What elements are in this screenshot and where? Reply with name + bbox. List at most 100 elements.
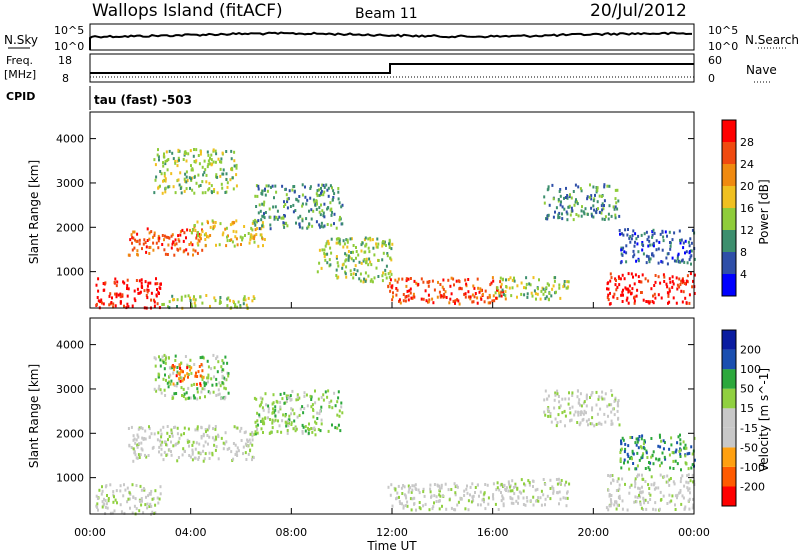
- scatter-cell: [288, 189, 291, 193]
- scatter-cell: [148, 435, 151, 439]
- scatter-cell: [219, 167, 222, 171]
- scatter-cell: [113, 495, 115, 499]
- scatter-cell: [123, 304, 125, 308]
- scatter-cell: [307, 225, 310, 229]
- scatter-cell: [407, 484, 410, 488]
- scatter-cell: [456, 485, 459, 489]
- scatter-cell: [203, 159, 206, 163]
- scatter-cell: [617, 399, 620, 403]
- scatter-cell: [302, 411, 305, 415]
- scatter-cell: [191, 168, 194, 172]
- scatter-cell: [233, 150, 236, 154]
- scatter-cell: [346, 245, 349, 249]
- scatter-cell: [171, 294, 174, 298]
- scatter-cell: [214, 160, 217, 164]
- scatter-cell: [672, 282, 675, 286]
- scatter-cell: [197, 154, 200, 157]
- scatter-cell: [154, 511, 157, 515]
- scatter-cell: [129, 238, 132, 242]
- scatter-cell: [305, 393, 308, 397]
- scatter-cell: [391, 504, 394, 508]
- scatter-cell: [339, 215, 341, 219]
- scatter-cell: [97, 277, 100, 281]
- scatter-cell: [323, 248, 326, 252]
- scatter-cell: [686, 274, 689, 278]
- scatter-cell: [552, 491, 555, 495]
- scatter-cell: [361, 241, 364, 245]
- scatter-cell: [141, 436, 144, 440]
- scatter-cell: [246, 444, 249, 448]
- scatter-cell: [229, 178, 232, 182]
- scatter-cell: [652, 301, 655, 305]
- scatter-cell: [262, 203, 265, 207]
- scatter-cell: [190, 177, 192, 181]
- scatter-cell: [640, 280, 643, 284]
- scatter-cell: [627, 454, 630, 458]
- scatter-cell: [283, 205, 285, 208]
- scatter-cell: [650, 437, 653, 440]
- scatter-cell: [225, 150, 228, 153]
- scatter-cell: [140, 278, 143, 282]
- scatter-cell: [659, 232, 662, 236]
- scatter-cell: [340, 401, 343, 405]
- scatter-cell: [212, 390, 215, 394]
- scatter-cell: [134, 299, 137, 303]
- scatter-cell: [405, 279, 408, 283]
- scatter-cell: [667, 252, 670, 256]
- scatter-cell: [455, 279, 458, 283]
- scatter-cell: [293, 419, 296, 423]
- scatter-cell: [677, 260, 680, 264]
- scatter-cell: [467, 499, 470, 503]
- scatter-cell: [337, 187, 340, 190]
- scatter-cell: [100, 298, 103, 302]
- scatter-cell: [626, 287, 629, 291]
- scatter-cell: [685, 282, 687, 286]
- scatter-cell: [480, 297, 483, 301]
- scatter-cell: [112, 490, 115, 494]
- scatter-cell: [607, 414, 609, 418]
- scatter-cell: [472, 300, 475, 304]
- scatter-cell: [579, 392, 582, 396]
- scatter-cell: [219, 174, 222, 178]
- scatter-cell: [634, 485, 637, 489]
- scatter-cell: [341, 266, 344, 270]
- scatter-cell: [554, 210, 556, 214]
- scatter-cell: [491, 299, 494, 303]
- scatter-cell: [153, 304, 156, 308]
- scatter-cell: [337, 390, 340, 394]
- scatter-cell: [679, 442, 682, 446]
- scatter-cell: [156, 288, 158, 291]
- scatter-cell: [193, 363, 196, 366]
- scatter-cell: [583, 212, 586, 216]
- scatter-cell: [387, 284, 390, 288]
- scatter-cell: [167, 385, 170, 389]
- scatter-cell: [395, 293, 398, 297]
- nave-tick-low: 0: [708, 72, 715, 85]
- scatter-cell: [159, 364, 162, 368]
- scatter-cell: [587, 418, 590, 422]
- scatter-cell: [147, 281, 150, 285]
- scatter-cell: [197, 173, 200, 177]
- scatter-cell: [227, 391, 230, 395]
- scatter-cell: [683, 282, 686, 285]
- scatter-cell: [458, 302, 461, 306]
- scatter-cell: [678, 285, 681, 289]
- scatter-cell: [600, 211, 603, 215]
- scatter-cell: [197, 238, 200, 242]
- scatter-cell: [97, 289, 100, 293]
- scatter-cell: [168, 185, 171, 189]
- scatter-cell: [102, 503, 105, 507]
- scatter-cell: [652, 241, 655, 245]
- scatter-cell: [167, 305, 169, 309]
- scatter-cell: [484, 483, 487, 486]
- scatter-cell: [552, 197, 555, 201]
- scatter-cell: [400, 486, 403, 490]
- scatter-cell: [395, 497, 397, 501]
- scatter-cell: [191, 452, 194, 456]
- scatter-cell: [153, 356, 156, 360]
- scatter-cell: [253, 432, 256, 436]
- scatter-cell: [413, 484, 416, 488]
- scatter-cell: [188, 440, 191, 444]
- scatter-cell: [194, 428, 197, 432]
- scatter-cell: [163, 174, 166, 178]
